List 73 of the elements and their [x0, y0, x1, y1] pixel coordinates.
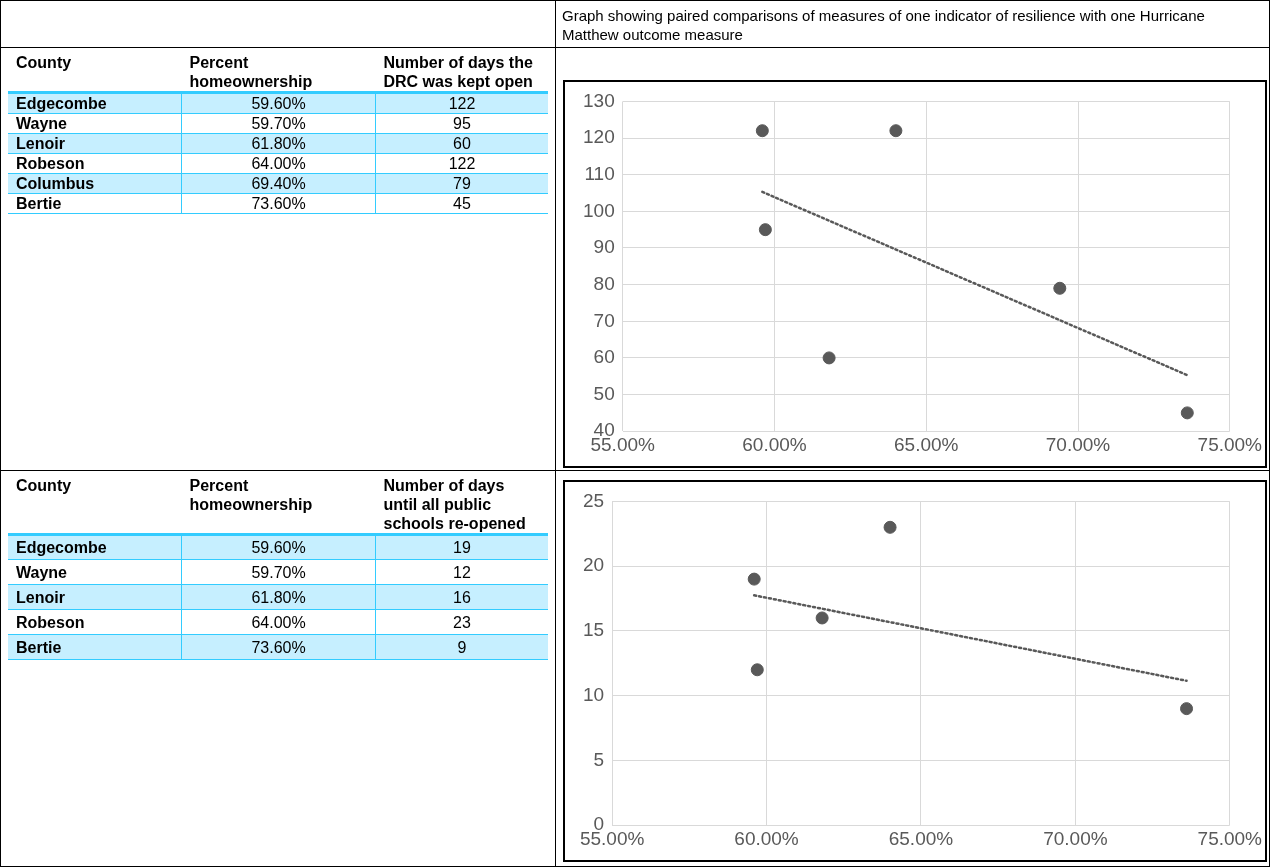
- text: Wayne: [8, 113, 182, 134]
- text: 59.70%: [181, 113, 376, 134]
- text: 19: [375, 534, 548, 560]
- text: 59.60%: [181, 92, 376, 114]
- y-tick-label: 60: [593, 346, 615, 368]
- point: [1180, 406, 1194, 420]
- point: [889, 124, 903, 138]
- text: Edgecombe: [8, 534, 182, 560]
- y-tick-label: 15: [582, 619, 605, 641]
- y-tick-label: 10: [582, 683, 605, 705]
- text: Percent homeownership: [181, 53, 376, 93]
- text: Number of days until all public schools re-opened: [375, 476, 548, 535]
- x-tick-label: 70.00%: [1043, 827, 1108, 849]
- text: 64.00%: [181, 609, 376, 635]
- text: 64.00%: [181, 153, 376, 174]
- text: 12: [375, 559, 548, 585]
- y-tick-label: 130: [583, 89, 615, 111]
- text: 9: [375, 634, 548, 660]
- point: [1053, 281, 1067, 295]
- text: County: [8, 53, 182, 93]
- y-tick-label: 50: [593, 382, 615, 404]
- text: 122: [375, 92, 548, 114]
- text: Edgecombe: [8, 92, 182, 114]
- text: 61.80%: [181, 133, 376, 154]
- x-tick-label: 65.00%: [888, 827, 954, 849]
- y-tick-label: 110: [584, 162, 615, 184]
- text: 23: [375, 609, 548, 635]
- text: Wayne: [8, 559, 182, 585]
- text: Number of days the DRC was kept open: [375, 53, 548, 93]
- text: Bertie: [8, 634, 182, 660]
- text: 59.60%: [181, 534, 376, 560]
- text: Lenoir: [8, 584, 182, 610]
- text: 73.60%: [181, 193, 376, 214]
- x-tick-label: 75.00%: [1197, 827, 1263, 849]
- y-tick-label: 120: [583, 126, 615, 148]
- text: 59.70%: [181, 559, 376, 585]
- chart-title: Graph showing paired comparisons of measures of one indicator of resilience with one Hurricane Matthew outcome measure: [562, 6, 1206, 44]
- text: 16: [375, 584, 548, 610]
- text: Robeson: [8, 609, 182, 635]
- point: [1180, 702, 1194, 716]
- point: [815, 611, 829, 625]
- x-tick-label: 60.00%: [742, 433, 807, 455]
- x-tick-label: 70.00%: [1045, 433, 1111, 455]
- y-tick-label: 20: [582, 554, 605, 576]
- y-tick-label: 100: [583, 199, 615, 221]
- point: [883, 520, 897, 534]
- point: [747, 572, 761, 586]
- text: 79: [375, 173, 548, 194]
- point: [822, 351, 836, 365]
- text: Lenoir: [8, 133, 182, 154]
- text: 45: [375, 193, 548, 214]
- text: 73.60%: [181, 634, 376, 660]
- text: County: [8, 476, 182, 535]
- point: [755, 124, 769, 138]
- text: Robeson: [8, 153, 182, 174]
- text: Percent homeownership: [181, 476, 376, 535]
- y-tick-label: 90: [593, 236, 615, 258]
- point: [758, 223, 772, 237]
- y-tick-label: 25: [582, 489, 605, 511]
- text: 61.80%: [181, 584, 376, 610]
- text: 69.40%: [181, 173, 376, 194]
- text: 122: [375, 153, 548, 174]
- x-tick-label: 65.00%: [894, 433, 959, 455]
- text: 95: [375, 113, 548, 134]
- text: Columbus: [8, 173, 182, 194]
- text: Bertie: [8, 193, 182, 214]
- y-tick-label: 5: [593, 748, 605, 770]
- y-tick-label: 80: [593, 272, 615, 294]
- y-tick-label: 70: [593, 309, 615, 331]
- x-tick-label: 75.00%: [1197, 433, 1263, 455]
- x-tick-label: 60.00%: [734, 827, 799, 849]
- point: [750, 663, 764, 677]
- text: 60: [375, 133, 548, 154]
